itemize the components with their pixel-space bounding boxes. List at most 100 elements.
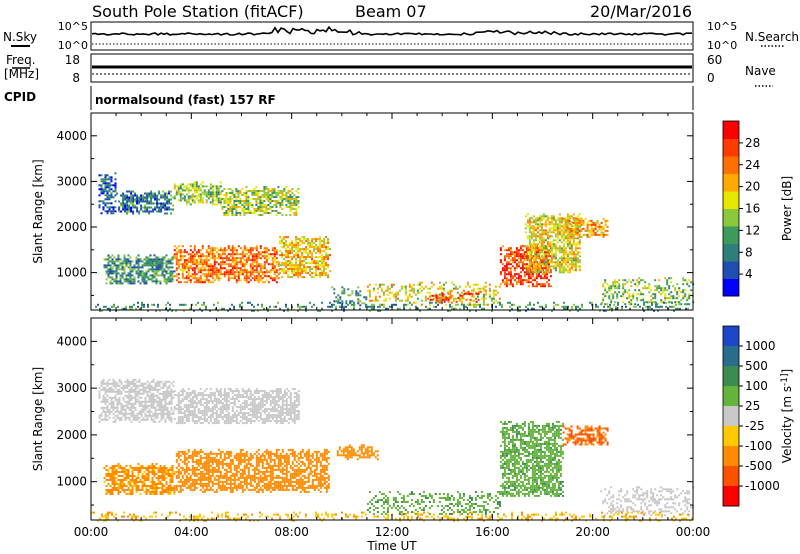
power-colorbar-label: Power [dB] xyxy=(780,176,794,241)
freq-label-line1: Freq. xyxy=(6,53,36,67)
nave-tick-bottom: 0 xyxy=(707,71,715,85)
nsky-tick-bottom: 10^0 xyxy=(58,39,88,52)
velocity-colorbar-swatch-4 xyxy=(723,406,739,427)
freq-label-line2: [MHz] xyxy=(4,67,39,81)
power-colorbar-swatch-2 xyxy=(723,243,739,262)
velocity-echo-region-3 xyxy=(175,448,330,493)
nave-label: Nave xyxy=(745,64,776,78)
velocity-ytick-label-1: 2000 xyxy=(56,428,87,442)
power-echo-region-1 xyxy=(116,190,175,215)
freq-tick-top: 18 xyxy=(65,53,80,67)
power-echo-region-5 xyxy=(173,245,280,284)
power-colorbar-tick-0: 4 xyxy=(745,267,753,281)
nsky-tick-top: 10^5 xyxy=(58,20,88,33)
velocity-echo-region-9 xyxy=(91,511,693,522)
power-ytick-label-1: 2000 xyxy=(56,220,87,234)
power-echo-region-12 xyxy=(562,217,609,238)
power-echo-region-6 xyxy=(279,236,332,279)
power-echo-region-8 xyxy=(366,281,501,306)
velocity-colorbar-swatch-0 xyxy=(723,326,739,347)
velocity-ytick-label-3: 4000 xyxy=(56,334,87,348)
velocity-colorbar-label: Velocity [m s-1]] xyxy=(780,369,794,464)
power-echo-region-9 xyxy=(429,290,482,303)
power-frame xyxy=(90,112,694,311)
power-echo-region-3 xyxy=(221,186,300,216)
nsearch-label: N.Search xyxy=(745,30,799,44)
velocity-colorbar-swatch-2 xyxy=(723,366,739,387)
power-ytick-label-2: 3000 xyxy=(56,174,87,188)
freq-tick-bottom: 8 xyxy=(72,71,80,85)
velocity-ytick-label-2: 3000 xyxy=(56,381,87,395)
power-colorbar-tick-1: 8 xyxy=(745,245,753,259)
power-colorbar-swatch-4 xyxy=(723,208,739,227)
velocity-colorbar-tick-2: 100 xyxy=(745,379,768,393)
beam-title: Beam 07 xyxy=(355,2,427,21)
xtick-label-6: 00:00 xyxy=(676,525,711,539)
velocity-echo-region-0 xyxy=(98,378,175,423)
cpid-label: CPID xyxy=(4,90,36,104)
velocity-panel: 1000 2000 3000 4000 Slant Range [km] 00:00 04:… xyxy=(31,317,794,553)
velocity-colorbar-tick-0: 1000 xyxy=(745,339,776,353)
xtick-label-5: 20:00 xyxy=(575,525,610,539)
velocity-colorbar-swatch-8 xyxy=(723,486,739,507)
nsky-panel: N.Sky 10^5 10^0 10^5 10^0 N.Search xyxy=(3,20,799,52)
velocity-echo-region-8 xyxy=(600,486,695,517)
velocity-echo-region-7 xyxy=(562,425,609,446)
power-colorbar-tick-2: 12 xyxy=(745,223,760,237)
velocity-colorbar-tick-4: -25 xyxy=(745,419,765,433)
power-panel: 1000 2000 3000 4000 Slant Range [km] 4 8 12 16 20… xyxy=(31,112,794,312)
power-colorbar-tick-4: 20 xyxy=(745,180,760,194)
cpid-panel: CPID normalsound (fast) 157 RF xyxy=(4,86,694,110)
power-colorbar-tick-5: 24 xyxy=(745,158,760,172)
power-echo-region-7 xyxy=(331,286,368,307)
power-echo-region-4 xyxy=(103,254,176,285)
velocity-echo-region-1 xyxy=(173,388,300,425)
velocity-colorbar-tick-1: 500 xyxy=(745,359,768,373)
power-colorbar-swatch-1 xyxy=(723,261,739,279)
nsky-trace xyxy=(91,25,692,45)
xtick-label-0: 00:00 xyxy=(74,525,109,539)
velocity-colorbar-tick-6: -500 xyxy=(745,459,772,473)
xaxis-label: Time UT xyxy=(366,539,417,553)
power-ytick-label-3: 4000 xyxy=(56,129,87,143)
nsky-label: N.Sky xyxy=(3,30,37,44)
power-echo-region-11 xyxy=(524,213,581,274)
power-echo-region-13 xyxy=(600,277,695,306)
velocity-colorbar-swatch-5 xyxy=(723,426,739,447)
velocity-colorbar-swatch-3 xyxy=(723,386,739,407)
power-colorbar-tick-6: 28 xyxy=(745,136,760,150)
xtick-label-3: 12:00 xyxy=(375,525,410,539)
velocity-colorbar-swatch-1 xyxy=(723,346,739,367)
power-echo-region-2 xyxy=(173,181,222,206)
date-title: 20/Mar/2016 xyxy=(590,2,692,21)
power-ytick-label-0: 1000 xyxy=(56,266,87,280)
velocity-colorbar-tick-5: -100 xyxy=(745,439,772,453)
xtick-label-1: 04:00 xyxy=(174,525,209,539)
xtick-label-4: 16:00 xyxy=(475,525,510,539)
power-colorbar-swatch-9 xyxy=(723,121,739,139)
velocity-echo-region-2 xyxy=(103,463,176,495)
xtick-label-2: 08:00 xyxy=(274,525,309,539)
nsearch-tick-bottom: 10^0 xyxy=(707,39,737,52)
velocity-echo-cells xyxy=(91,378,695,522)
velocity-colorbar: 1000 500 100 25 -25 -100 -500 -1000 Velocity [m … xyxy=(722,325,794,507)
velocity-echo-region-6 xyxy=(499,420,564,497)
velocity-colorbar-tick-7: -1000 xyxy=(745,479,780,493)
velocity-colorbar-swatch-7 xyxy=(723,466,739,487)
nave-tick-top: 60 xyxy=(707,53,722,67)
power-echo-cells xyxy=(95,172,695,312)
station-title: South Pole Station (fitACF) xyxy=(92,2,304,21)
velocity-echo-region-4 xyxy=(336,444,379,461)
power-colorbar-swatch-6 xyxy=(723,173,739,192)
power-colorbar-swatch-5 xyxy=(723,191,739,209)
power-colorbar-swatch-3 xyxy=(723,226,739,244)
power-colorbar-swatch-8 xyxy=(723,138,739,157)
power-echo-region-0 xyxy=(98,172,117,215)
velocity-colorbar-tick-3: 25 xyxy=(745,399,760,413)
cpid-value: normalsound (fast) 157 RF xyxy=(95,93,276,107)
power-colorbar: 4 8 12 16 20 24 28 Power [dB] xyxy=(722,120,794,297)
velocity-ytick-label-0: 1000 xyxy=(56,475,87,489)
nsky-trace-line xyxy=(91,25,692,36)
nsearch-tick-top: 10^5 xyxy=(707,20,737,33)
